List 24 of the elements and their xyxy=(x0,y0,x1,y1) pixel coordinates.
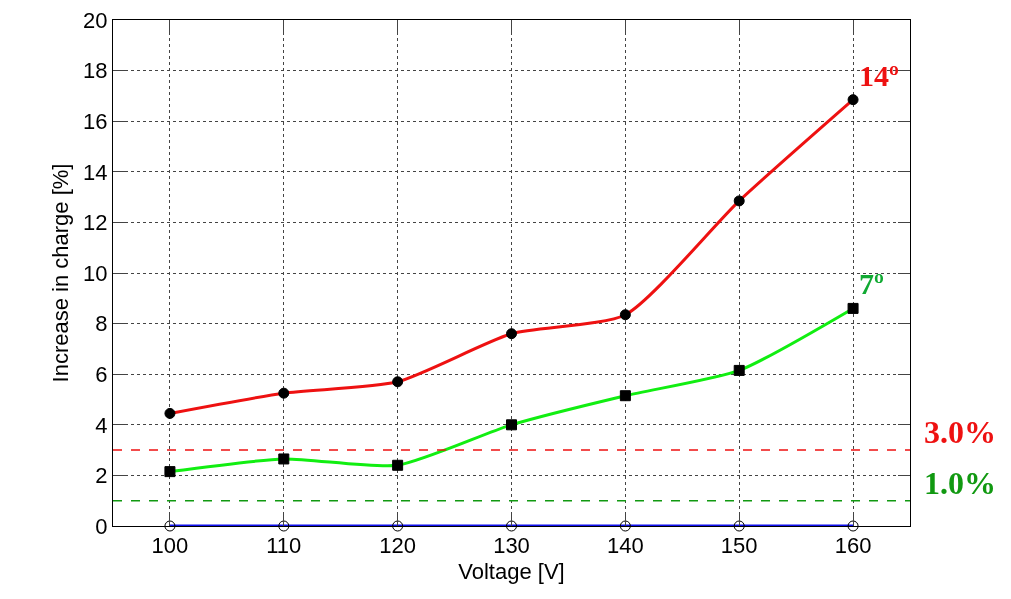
x-tick-label: 160 xyxy=(834,533,872,559)
y-tick-label: 16 xyxy=(83,108,108,134)
y-tick-label: 6 xyxy=(95,361,108,387)
y-tick-label: 0 xyxy=(95,513,108,539)
y-tick-label: 14 xyxy=(83,159,108,185)
x-tick-label: 130 xyxy=(493,533,530,559)
x-axis-title: Voltage [V] xyxy=(458,559,565,585)
y-tick-label: 12 xyxy=(83,210,108,236)
x-tick-label: 110 xyxy=(266,533,302,559)
x-tick-label: 150 xyxy=(720,533,758,559)
ref-line-label: 1.0% xyxy=(924,465,996,501)
y-tick-label: 10 xyxy=(83,260,108,286)
x-tick-label: 120 xyxy=(379,533,416,559)
y-tick-label: 18 xyxy=(83,58,108,84)
y-axis-title: Increase in charge [%] xyxy=(47,163,73,383)
ref-line-label: 3.0% xyxy=(924,414,996,450)
x-tick-label: 140 xyxy=(607,533,644,559)
y-tick-label: 2 xyxy=(95,463,108,489)
series-label: 14º xyxy=(859,59,899,92)
y-tick-label: 4 xyxy=(95,412,108,438)
y-tick-label: 8 xyxy=(95,311,108,337)
x-tick-label: 100 xyxy=(151,533,189,559)
y-tick-label: 20 xyxy=(83,7,108,33)
series-label: 7º xyxy=(859,267,884,300)
